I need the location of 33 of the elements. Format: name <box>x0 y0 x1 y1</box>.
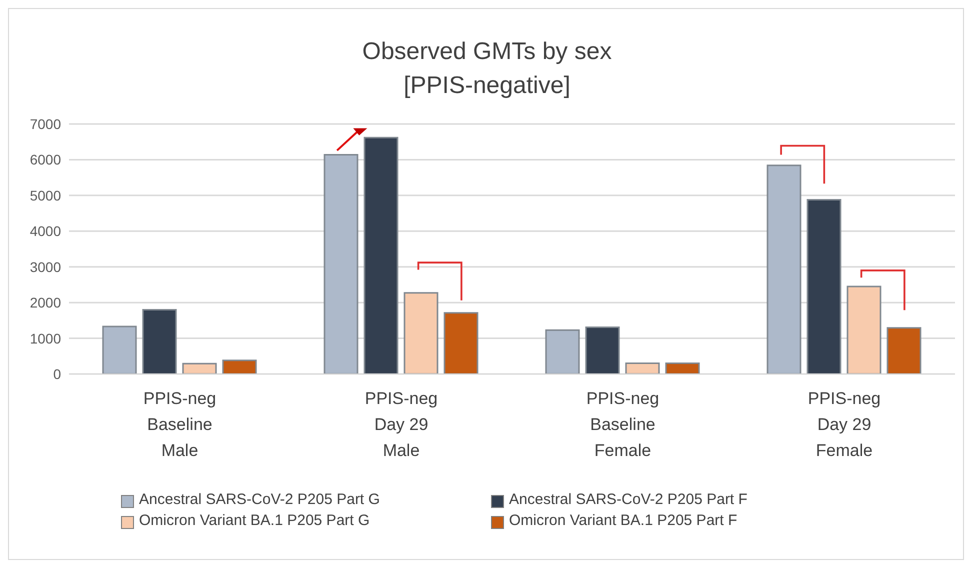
bar <box>766 164 802 374</box>
y-tick-label: 4000 <box>30 223 62 240</box>
x-tick-label: PPIS-neg Baseline Female <box>586 389 660 460</box>
bar <box>665 362 700 374</box>
bar <box>806 198 842 374</box>
bar <box>404 292 438 374</box>
y-tick-label: 7000 <box>30 116 62 132</box>
bar <box>364 136 398 374</box>
bar <box>142 308 177 374</box>
chart-title: Observed GMTs by sex [PPIS-negative] <box>361 37 613 101</box>
legend-label: Ancestral SARS-CoV-2 P205 Part F <box>509 491 748 508</box>
y-tick-label: 5000 <box>30 187 62 204</box>
y-tick-label: 0 <box>53 366 62 382</box>
legend-label: Omicron Variant BA.1 P205 Part F <box>509 512 738 529</box>
bar <box>886 327 922 374</box>
x-tick-label: PPIS-neg Baseline Male <box>143 389 216 460</box>
y-tick-label: 2000 <box>30 294 62 311</box>
y-tick-label: 3000 <box>30 258 62 275</box>
bar <box>846 286 882 374</box>
bar <box>585 326 620 374</box>
bar <box>545 329 580 374</box>
x-tick-label: PPIS-neg Day 29 Female <box>808 389 881 460</box>
legend-label: Omicron Variant BA.1 P205 Part G <box>139 512 370 529</box>
bar <box>102 326 137 374</box>
x-tick-label: PPIS-neg Day 29 Male <box>364 389 438 460</box>
legend-label: Ancestral SARS-CoV-2 P205 Part G <box>139 491 380 508</box>
bar <box>625 362 660 374</box>
bar <box>324 154 358 374</box>
bar <box>222 360 257 374</box>
y-tick-label: 1000 <box>30 330 62 346</box>
bar <box>444 312 478 374</box>
y-tick-label: 6000 <box>30 152 62 168</box>
bar <box>182 362 217 374</box>
